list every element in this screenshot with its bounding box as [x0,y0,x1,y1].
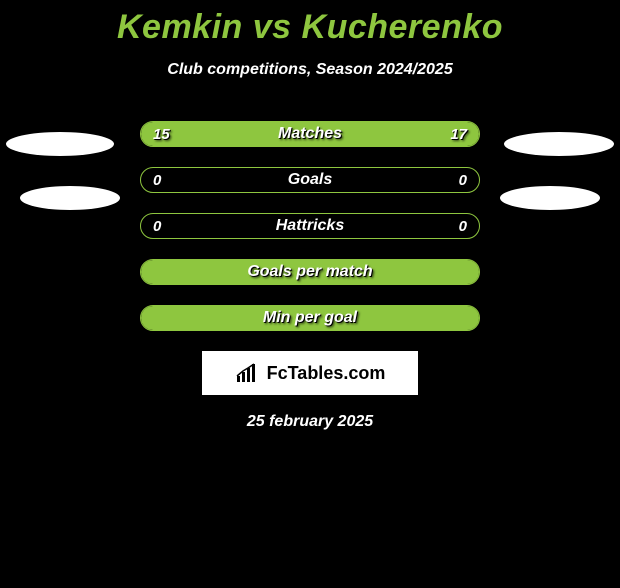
stat-row: 00Hattricks [140,213,480,239]
stat-label: Min per goal [141,309,479,327]
barchart-icon [235,362,261,384]
decorative-ellipse [6,132,114,156]
decorative-ellipse [500,186,600,210]
stat-row: 1517Matches [140,121,480,147]
stat-row: Goals per match [140,259,480,285]
page-title: Kemkin vs Kucherenko [0,8,620,47]
stat-label: Hattricks [141,217,479,235]
stat-row: 00Goals [140,167,480,193]
logo-text: FcTables.com [267,363,386,384]
decorative-ellipse [504,132,614,156]
date-text: 25 february 2025 [0,413,620,431]
stat-label: Goals per match [141,263,479,281]
stat-label: Matches [141,125,479,143]
logo-box: FcTables.com [202,351,418,395]
decorative-ellipse [20,186,120,210]
stat-row: Min per goal [140,305,480,331]
stat-label: Goals [141,171,479,189]
subtitle: Club competitions, Season 2024/2025 [0,61,620,79]
